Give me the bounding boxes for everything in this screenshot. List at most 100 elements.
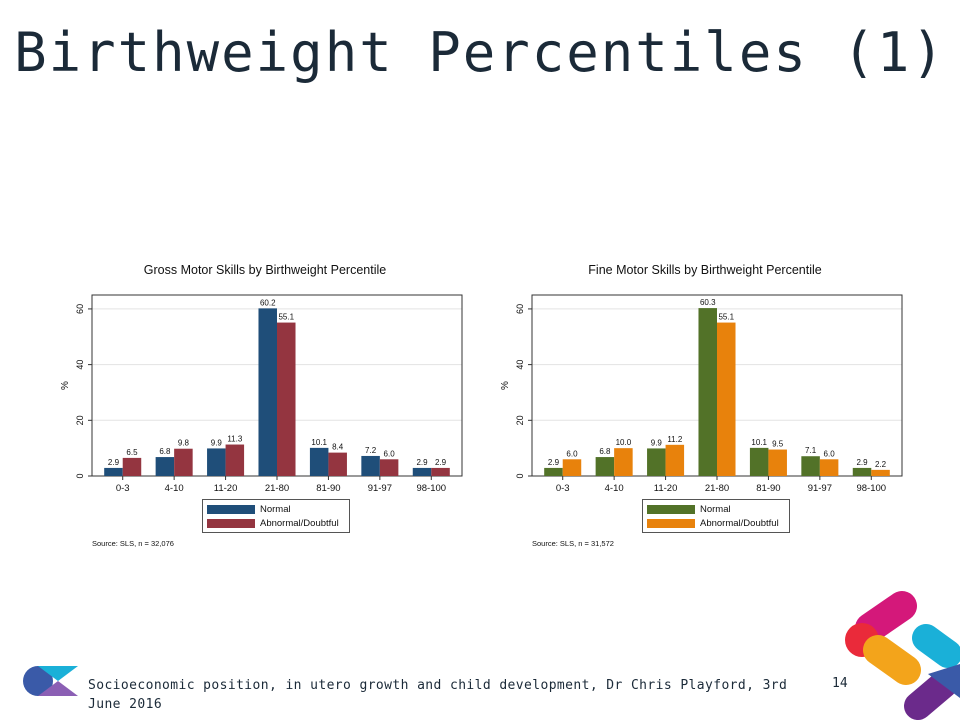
x-tick-label: 91-97 xyxy=(808,483,832,494)
data-label: 11.2 xyxy=(667,435,683,444)
bar-abnormal xyxy=(562,459,582,476)
data-label: 60.2 xyxy=(260,298,276,307)
data-label: 6.0 xyxy=(384,449,396,458)
y-tick-label: 20 xyxy=(75,415,85,425)
bar-normal xyxy=(749,447,769,476)
data-label: 2.9 xyxy=(416,458,428,467)
bar-abnormal xyxy=(665,444,685,476)
y-axis-label: % xyxy=(60,381,71,390)
data-label: 9.5 xyxy=(772,440,784,449)
data-label: 2.9 xyxy=(548,458,560,467)
data-label: 7.2 xyxy=(365,446,377,455)
bar-normal xyxy=(698,308,717,476)
bar-normal xyxy=(852,467,872,476)
bar-normal xyxy=(309,447,329,476)
legend-label-abnormal: Abnormal/Doubtful xyxy=(260,517,339,529)
y-tick-label: 60 xyxy=(75,304,85,314)
y-tick-label: 20 xyxy=(515,415,525,425)
bar-abnormal xyxy=(122,457,142,476)
data-label: 6.0 xyxy=(824,449,836,458)
bar-abnormal xyxy=(277,322,296,476)
chart-title: Gross Motor Skills by Birthweight Percen… xyxy=(143,263,387,277)
y-tick-label: 40 xyxy=(75,360,85,370)
y-tick-label: 60 xyxy=(515,304,525,314)
data-label: 2.2 xyxy=(875,460,887,469)
x-tick-label: 4-10 xyxy=(165,483,184,494)
source-note: Source: SLS, n = 31,572 xyxy=(532,539,614,548)
legend-swatch-normal xyxy=(647,504,695,514)
slide-title: Birthweight Percentiles (1) xyxy=(14,21,946,84)
chart-legend: Normal Abnormal/Doubtful xyxy=(202,499,350,533)
x-tick-label: 4-10 xyxy=(605,483,624,494)
x-tick-label: 11-20 xyxy=(214,483,238,494)
x-tick-label: 11-20 xyxy=(654,483,678,494)
bar-normal xyxy=(155,457,175,476)
footer-logo-icon xyxy=(23,666,78,696)
bar-normal xyxy=(801,456,820,476)
y-axis-label: % xyxy=(500,381,511,390)
x-tick-label: 81-90 xyxy=(316,483,340,494)
data-label: 10.1 xyxy=(751,438,767,447)
bar-normal xyxy=(647,448,666,476)
data-label: 9.9 xyxy=(651,438,663,447)
gross-motor-plot: 0 20 40 60% 2.9 6.5 0-3 6.8 9.8 4-10 9.9 11.3 11-20 6… xyxy=(60,294,463,494)
page-number: 14 xyxy=(832,676,848,691)
y-tick-label: 0 xyxy=(515,473,525,478)
x-tick-label: 81-90 xyxy=(756,483,780,494)
x-tick-label: 98-100 xyxy=(416,483,446,494)
data-label: 55.1 xyxy=(718,313,734,322)
x-tick-label: 0-3 xyxy=(116,483,130,494)
bar-abnormal xyxy=(768,449,787,476)
y-tick-label: 0 xyxy=(75,473,85,478)
x-tick-label: 0-3 xyxy=(556,483,570,494)
x-tick-label: 98-100 xyxy=(856,483,886,494)
footer-text: Socioeconomic position, in utero growth … xyxy=(88,678,788,712)
bar-abnormal xyxy=(431,467,450,476)
data-label: 2.9 xyxy=(435,458,447,467)
bar-abnormal xyxy=(174,448,193,476)
bar-normal xyxy=(361,455,380,476)
bar-abnormal xyxy=(379,459,399,476)
bar-normal xyxy=(258,308,277,476)
bar-normal xyxy=(104,467,123,476)
data-label: 9.9 xyxy=(211,438,223,447)
chart-legend: Normal Abnormal/Doubtful xyxy=(642,499,790,533)
bar-abnormal xyxy=(871,469,890,476)
x-tick-label: 21-80 xyxy=(705,483,729,494)
data-label: 8.4 xyxy=(332,443,344,452)
bar-abnormal xyxy=(328,452,347,476)
legend-swatch-normal xyxy=(207,504,255,514)
data-label: 6.5 xyxy=(126,448,138,457)
bar-normal xyxy=(544,467,563,476)
data-label: 60.3 xyxy=(700,298,716,307)
x-tick-label: 21-80 xyxy=(265,483,289,494)
corner-brand-logo-icon xyxy=(845,591,960,720)
data-label: 9.8 xyxy=(178,439,190,448)
source-note: Source: SLS, n = 32,076 xyxy=(92,539,174,548)
y-tick-label: 40 xyxy=(515,360,525,370)
bar-normal xyxy=(207,448,226,476)
legend-item-normal: Normal xyxy=(207,503,291,515)
fine-motor-plot: 0 20 40 60% 2.9 6.0 0-3 6.8 10.0 4-10 9.9 11.2 11-20… xyxy=(500,294,903,494)
data-label: 2.9 xyxy=(108,458,120,467)
data-label: 55.1 xyxy=(278,313,294,322)
legend-swatch-abnormal xyxy=(647,518,695,528)
legend-label-normal: Normal xyxy=(260,503,291,515)
bar-abnormal xyxy=(614,448,633,476)
bar-abnormal xyxy=(819,459,839,476)
data-label: 6.8 xyxy=(159,447,171,456)
data-label: 6.0 xyxy=(566,449,578,458)
legend-label-abnormal: Abnormal/Doubtful xyxy=(700,517,779,529)
legend-item-abnormal: Abnormal/Doubtful xyxy=(647,517,779,529)
fine-motor-chart: Fine Motor Skills by Birthweight Percent… xyxy=(490,255,920,555)
gross-motor-chart: Gross Motor Skills by Birthweight Percen… xyxy=(50,255,480,555)
x-tick-label: 91-97 xyxy=(368,483,392,494)
legend-swatch-abnormal xyxy=(207,518,255,528)
legend-label-normal: Normal xyxy=(700,503,731,515)
bar-normal xyxy=(412,467,432,476)
data-label: 10.0 xyxy=(616,438,632,447)
data-label: 7.1 xyxy=(805,446,817,455)
bar-abnormal xyxy=(717,322,736,476)
chart-title: Fine Motor Skills by Birthweight Percent… xyxy=(588,263,822,277)
data-label: 6.8 xyxy=(599,447,611,456)
